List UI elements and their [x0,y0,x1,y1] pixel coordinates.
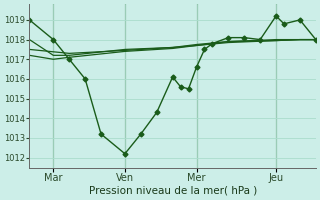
X-axis label: Pression niveau de la mer( hPa ): Pression niveau de la mer( hPa ) [89,186,257,196]
